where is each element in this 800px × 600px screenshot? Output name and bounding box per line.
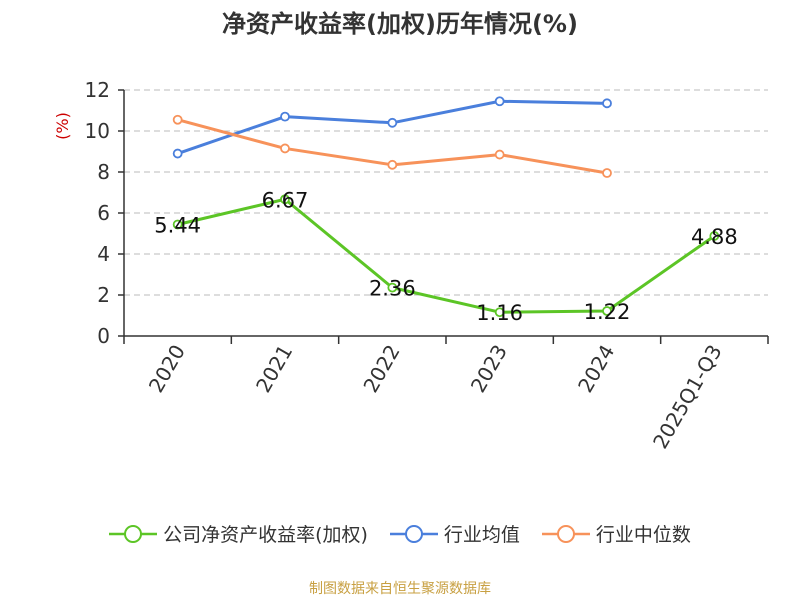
x-tick-label: 2022: [358, 341, 404, 397]
grid-lines: [124, 89, 768, 296]
data-point: [494, 96, 505, 107]
data-point: [602, 98, 612, 109]
data-point: [387, 159, 398, 170]
data-label: 1.16: [476, 301, 523, 325]
legend-line-circle-icon: [389, 524, 438, 543]
y-axis-label: (%): [53, 112, 72, 140]
data-label: 2.36: [369, 277, 416, 301]
data-point: [280, 194, 290, 205]
y-tick-label: 4: [97, 242, 110, 266]
y-tick-label: 8: [97, 160, 110, 184]
data-point: [172, 219, 183, 230]
chart-title: 净资产收益率(加权)历年情况(%): [222, 10, 578, 38]
data-point: [280, 143, 290, 154]
data-labels: 5.44 6.67 2.36 1.16 1.22 4.88: [154, 188, 737, 325]
legend: 公司净资产收益率(加权) 行业均值 行业中位数: [0, 520, 800, 547]
data-point: [602, 306, 612, 316]
legend-label-industry-median: 行业中位数: [595, 524, 691, 546]
legend-item-company[interactable]: 公司净资产收益率(加权): [109, 520, 368, 547]
data-point: [387, 282, 398, 293]
legend-line-circle-icon: [109, 524, 158, 543]
y-tick-label: 6: [97, 201, 110, 225]
x-tick-label: 2025Q1-Q3: [648, 341, 727, 453]
x-tick-label: 2020: [144, 341, 190, 397]
legend-label-company: 公司净资产收益率(加权): [163, 524, 368, 546]
x-tick-label: 2023: [466, 340, 512, 396]
x-tick-label: 2021: [251, 341, 297, 397]
data-point: [172, 148, 183, 159]
data-point: [172, 114, 183, 125]
axes: 0 2 4 6 8 10 12 (%) 2020 2021 2022 2023 2024 2025Q1-Q…: [53, 78, 769, 453]
y-tick-label: 10: [85, 119, 110, 143]
data-point: [494, 307, 505, 318]
data-point: [387, 117, 398, 128]
data-point: [602, 168, 612, 178]
data-point: [494, 149, 505, 160]
legend-item-industry-mean[interactable]: 行业均值: [389, 520, 520, 547]
data-label: 1.22: [584, 300, 631, 324]
series-line-0: [177, 197, 716, 314]
data-label: 5.44: [154, 213, 201, 237]
y-tick-label: 0: [97, 324, 110, 348]
legend-item-industry-median[interactable]: 行业中位数: [541, 520, 691, 547]
y-tick-label: 2: [97, 283, 110, 307]
y-tick-label: 12: [85, 78, 110, 102]
series-lines: [172, 96, 720, 318]
legend-line-circle-icon: [541, 524, 590, 543]
data-point: [709, 231, 720, 241]
data-label: 4.88: [691, 225, 738, 249]
legend-label-industry-mean: 行业均值: [443, 524, 520, 546]
data-label: 6.67: [262, 188, 309, 212]
source-note: 制图数据来自恒生聚源数据库: [309, 581, 491, 597]
data-point: [280, 111, 290, 122]
x-tick-label: 2024: [573, 341, 619, 397]
